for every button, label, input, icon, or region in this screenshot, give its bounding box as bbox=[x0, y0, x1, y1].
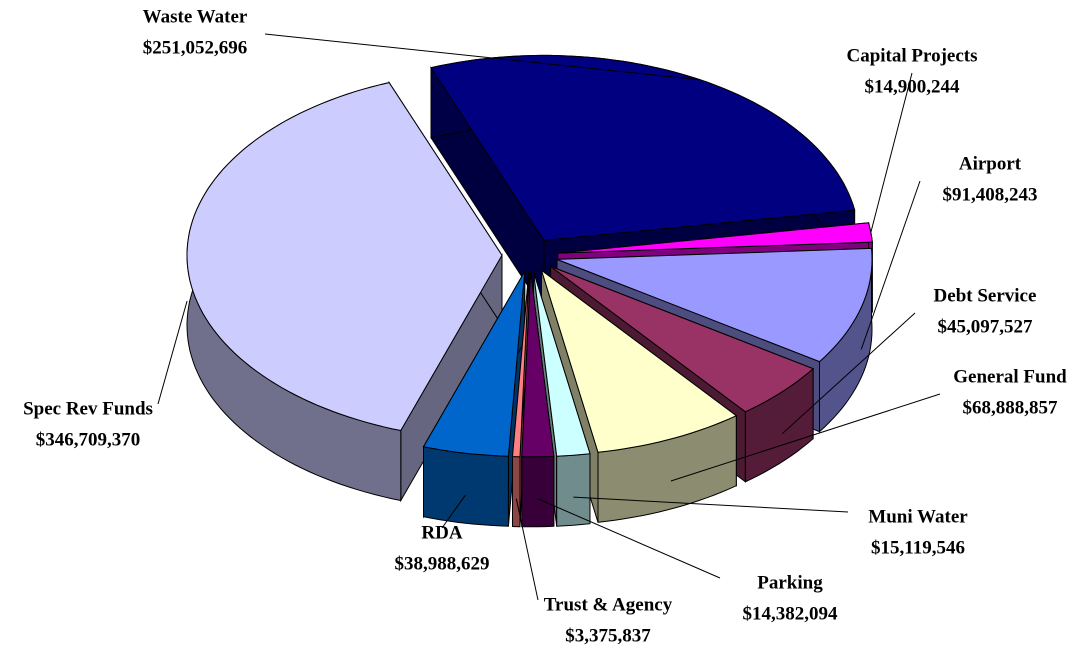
slice-value: $45,097,527 bbox=[938, 316, 1034, 337]
leader-line bbox=[860, 180, 921, 350]
slice-value: $68,888,857 bbox=[963, 397, 1059, 418]
slice-label: Waste Water bbox=[143, 6, 248, 27]
slice bbox=[422, 269, 526, 527]
slice-wall bbox=[556, 453, 591, 527]
slice-label: Parking bbox=[757, 572, 823, 593]
slice-top bbox=[556, 247, 873, 363]
slice-top bbox=[540, 268, 738, 453]
slice-value: $3,375,837 bbox=[565, 625, 651, 646]
slice-label: Capital Projects bbox=[846, 45, 977, 66]
leader-line bbox=[157, 300, 188, 405]
slice-label: RDA bbox=[421, 522, 462, 543]
leader-line bbox=[670, 393, 941, 482]
slice-label: Airport bbox=[959, 153, 1022, 174]
slice-wall bbox=[423, 446, 509, 527]
slice-value: $91,408,243 bbox=[943, 184, 1038, 205]
slice-label: Trust & Agency bbox=[544, 594, 673, 615]
slice-top bbox=[533, 271, 591, 457]
slice-top bbox=[511, 271, 530, 458]
slice-wall bbox=[521, 455, 555, 528]
slice-label: Spec Rev Funds bbox=[23, 398, 153, 419]
slice-value: $251,052,696 bbox=[143, 37, 248, 58]
slice bbox=[186, 80, 503, 503]
leader-line bbox=[441, 494, 466, 529]
slice-value: $14,382,094 bbox=[743, 603, 839, 624]
slice-top bbox=[422, 271, 526, 457]
leader-line bbox=[515, 498, 539, 601]
slice-top bbox=[550, 265, 815, 413]
leader-line bbox=[537, 498, 721, 579]
leader-line bbox=[573, 496, 849, 513]
slice bbox=[521, 271, 555, 528]
slice-top bbox=[557, 222, 873, 254]
slice-value: $15,119,546 bbox=[871, 537, 965, 558]
slice-wall bbox=[512, 455, 521, 528]
slice-top bbox=[521, 271, 555, 458]
leader-line bbox=[264, 33, 701, 81]
slice-label: General Fund bbox=[953, 366, 1067, 387]
slice-value: $14,900,244 bbox=[865, 76, 961, 97]
slice-label: Debt Service bbox=[934, 285, 1037, 306]
slice-value: $346,709,370 bbox=[36, 429, 141, 450]
slice-label: Muni Water bbox=[868, 506, 968, 527]
slice-value: $38,988,629 bbox=[395, 553, 490, 574]
slice-top bbox=[186, 82, 503, 432]
leader-line bbox=[870, 72, 913, 233]
leader-line bbox=[781, 312, 916, 435]
slice-top bbox=[430, 54, 856, 241]
